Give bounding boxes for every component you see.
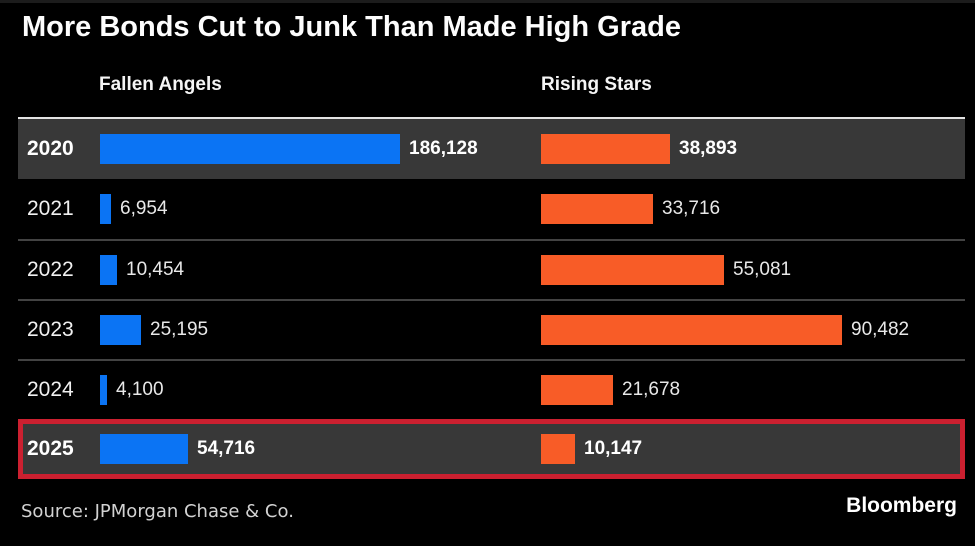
fallen-angels-value: 54,716 <box>197 438 256 459</box>
rising-stars-value: 10,147 <box>584 438 643 459</box>
rising-stars-value: 90,482 <box>851 319 910 340</box>
fallen-angels-bar <box>100 434 188 464</box>
table-row: 2025 54,716 10,147 <box>18 419 965 479</box>
rising-stars-value: 38,893 <box>679 138 738 159</box>
fallen-angels-cell: 6,954 <box>100 179 541 239</box>
rising-stars-bar <box>541 134 670 164</box>
fallen-angels-bar <box>100 134 400 164</box>
bloomberg-logo: Bloomberg <box>846 494 957 517</box>
table-row: 2022 10,454 55,081 <box>18 239 965 299</box>
fallen-angels-cell: 54,716 <box>100 419 541 479</box>
chart-title: More Bonds Cut to Junk Than Made High Gr… <box>22 11 681 43</box>
fallen-angels-bar <box>100 255 117 285</box>
rising-stars-bar <box>541 315 842 345</box>
bar-table: 2020 186,128 38,893 2021 6,954 33,716 20… <box>18 117 965 480</box>
fallen-angels-value: 4,100 <box>116 379 164 400</box>
rising-stars-value: 55,081 <box>733 259 792 280</box>
row-year-label: 2020 <box>27 137 74 160</box>
fallen-angels-bar <box>100 194 111 224</box>
rising-stars-bar <box>541 194 653 224</box>
top-edge-strip <box>0 0 975 3</box>
fallen-angels-value: 186,128 <box>409 138 478 159</box>
table-row: 2024 4,100 21,678 <box>18 359 965 419</box>
rising-stars-cell: 33,716 <box>541 179 965 239</box>
source-note: Source: JPMorgan Chase & Co. <box>21 501 294 522</box>
fallen-angels-bar <box>100 375 107 405</box>
fallen-angels-bar <box>100 315 141 345</box>
rising-stars-cell: 10,147 <box>541 419 965 479</box>
row-year-label: 2022 <box>27 258 74 281</box>
row-year-label: 2025 <box>27 437 74 460</box>
table-row: 2020 186,128 38,893 <box>18 119 965 179</box>
row-year-label: 2021 <box>27 197 74 220</box>
rising-stars-cell: 38,893 <box>541 119 965 179</box>
table-row: 2023 25,195 90,482 <box>18 299 965 359</box>
rising-stars-cell: 90,482 <box>541 301 965 359</box>
fallen-angels-value: 25,195 <box>150 319 209 340</box>
table-row: 2021 6,954 33,716 <box>18 179 965 239</box>
fallen-angels-cell: 186,128 <box>100 119 541 179</box>
fallen-angels-cell: 4,100 <box>100 361 541 419</box>
rising-stars-value: 33,716 <box>662 198 721 219</box>
rising-stars-cell: 55,081 <box>541 241 965 299</box>
rising-stars-bar <box>541 255 724 285</box>
row-year-label: 2023 <box>27 318 74 341</box>
column-header-fallen-angels: Fallen Angels <box>99 74 222 95</box>
fallen-angels-cell: 25,195 <box>100 301 541 359</box>
fallen-angels-value: 10,454 <box>126 259 185 280</box>
fallen-angels-cell: 10,454 <box>100 241 541 299</box>
rising-stars-bar <box>541 434 575 464</box>
fallen-angels-value: 6,954 <box>120 198 168 219</box>
row-year-label: 2024 <box>27 378 74 401</box>
rising-stars-value: 21,678 <box>622 379 681 400</box>
rising-stars-bar <box>541 375 613 405</box>
rising-stars-cell: 21,678 <box>541 361 965 419</box>
column-header-rising-stars: Rising Stars <box>541 74 652 95</box>
